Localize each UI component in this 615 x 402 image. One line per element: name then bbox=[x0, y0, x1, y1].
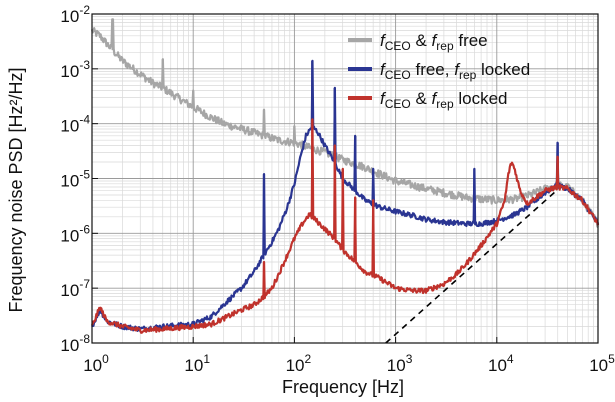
y-axis-title: Frequency noise PSD [Hz²/Hz] bbox=[6, 67, 26, 312]
reference-dashed-line bbox=[385, 188, 559, 344]
tick-marks bbox=[91, 13, 599, 344]
series-line bbox=[91, 118, 600, 334]
x-tick-label: 100 bbox=[83, 352, 109, 375]
x-axis-title: Frequency [Hz] bbox=[282, 377, 404, 397]
series-line bbox=[90, 18, 599, 229]
legend-label: fCEO & frep locked bbox=[380, 89, 508, 111]
x-tick-labels: 100 101 102 103 104 105 bbox=[83, 352, 615, 375]
legend: fCEO & frep free fCEO free, frep locked … bbox=[348, 31, 530, 111]
x-tick-label: 105 bbox=[589, 352, 615, 375]
x-tick-label: 101 bbox=[184, 352, 210, 375]
y-tick-label: 10-5 bbox=[60, 168, 90, 191]
x-tick-label: 104 bbox=[488, 352, 514, 375]
y-tick-label: 10-6 bbox=[60, 222, 90, 245]
x-tick-label: 102 bbox=[286, 352, 312, 375]
y-tick-label: 10-3 bbox=[60, 58, 90, 81]
y-tick-labels: 10-8 10-7 10-6 10-5 10-4 10-3 10-2 bbox=[60, 3, 90, 355]
legend-label: fCEO free, frep locked bbox=[380, 60, 530, 82]
y-tick-label: 10-4 bbox=[60, 113, 90, 136]
legend-label: fCEO & frep free bbox=[380, 31, 488, 53]
y-tick-label: 10-8 bbox=[60, 332, 90, 355]
y-tick-label: 10-2 bbox=[60, 3, 90, 26]
x-tick-label: 103 bbox=[387, 352, 413, 375]
y-tick-label: 10-7 bbox=[60, 277, 90, 300]
series-layer bbox=[90, 18, 600, 344]
